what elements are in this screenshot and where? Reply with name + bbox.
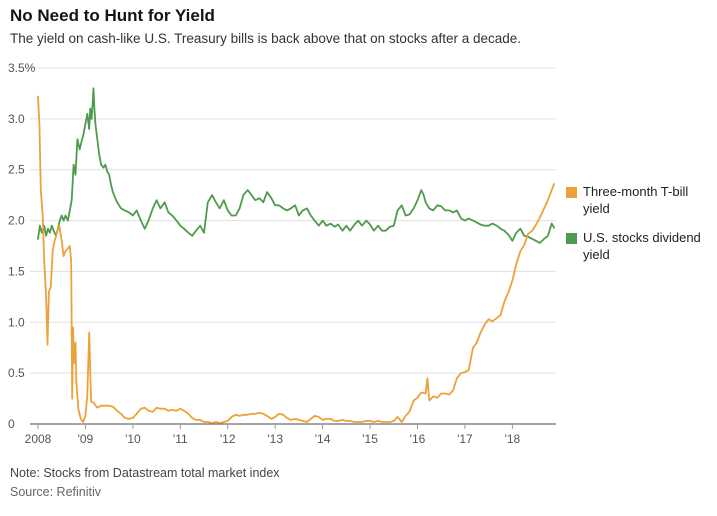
- x-tick-label: '09: [78, 432, 94, 446]
- chart-note: Note: Stocks from Datastream total marke…: [10, 466, 280, 480]
- chart-source: Source: Refinitiv: [10, 485, 102, 499]
- x-tick-label: '11: [173, 432, 188, 446]
- y-tick-label: 0.5: [8, 366, 25, 380]
- legend-item-dividend: U.S. stocks dividend yield: [566, 230, 716, 264]
- y-tick-label: 1.0: [8, 315, 25, 329]
- x-tick-label: '16: [410, 432, 426, 446]
- line-chart-svg: 0 0.5 1.0 1.5 2.0 2.5 3.0 3.5% 2008 '09 '10 '11 '12 '…: [8, 61, 556, 446]
- chart-title: No Need to Hunt for Yield: [10, 6, 215, 25]
- chart-subtitle: The yield on cash-like U.S. Treasury bil…: [10, 31, 522, 46]
- x-tick-label: '18: [505, 432, 521, 446]
- y-tick-label: 1.5: [8, 264, 25, 278]
- dividend-swatch-icon: [566, 232, 577, 244]
- y-tick-label: 3.0: [8, 112, 25, 126]
- x-tick-label: 2008: [25, 432, 52, 446]
- y-tick-label: 0: [8, 417, 15, 431]
- x-tick-label: '14: [315, 432, 331, 446]
- x-tick-label: '15: [362, 432, 378, 446]
- tbill-swatch-icon: [566, 187, 577, 198]
- x-tick-label: '12: [220, 432, 236, 446]
- x-tick-label: '17: [457, 432, 473, 446]
- legend-label-tbill: Three-month T-bill yield: [583, 184, 689, 216]
- y-tick-label: 3.5%: [8, 61, 36, 75]
- legend-label-dividend: U.S. stocks dividend yield: [583, 229, 701, 262]
- x-tick-label: '10: [125, 432, 141, 446]
- y-tick-label: 2.0: [8, 214, 25, 228]
- legend: Three-month T-bill yield U.S. stocks div…: [566, 184, 716, 276]
- x-tick-label: '13: [267, 432, 283, 446]
- y-tick-label: 2.5: [8, 163, 25, 177]
- tbill-yield-line: [37, 95, 555, 424]
- dividend-yield-line: [37, 87, 555, 244]
- legend-item-tbill: Three-month T-bill yield: [566, 184, 716, 218]
